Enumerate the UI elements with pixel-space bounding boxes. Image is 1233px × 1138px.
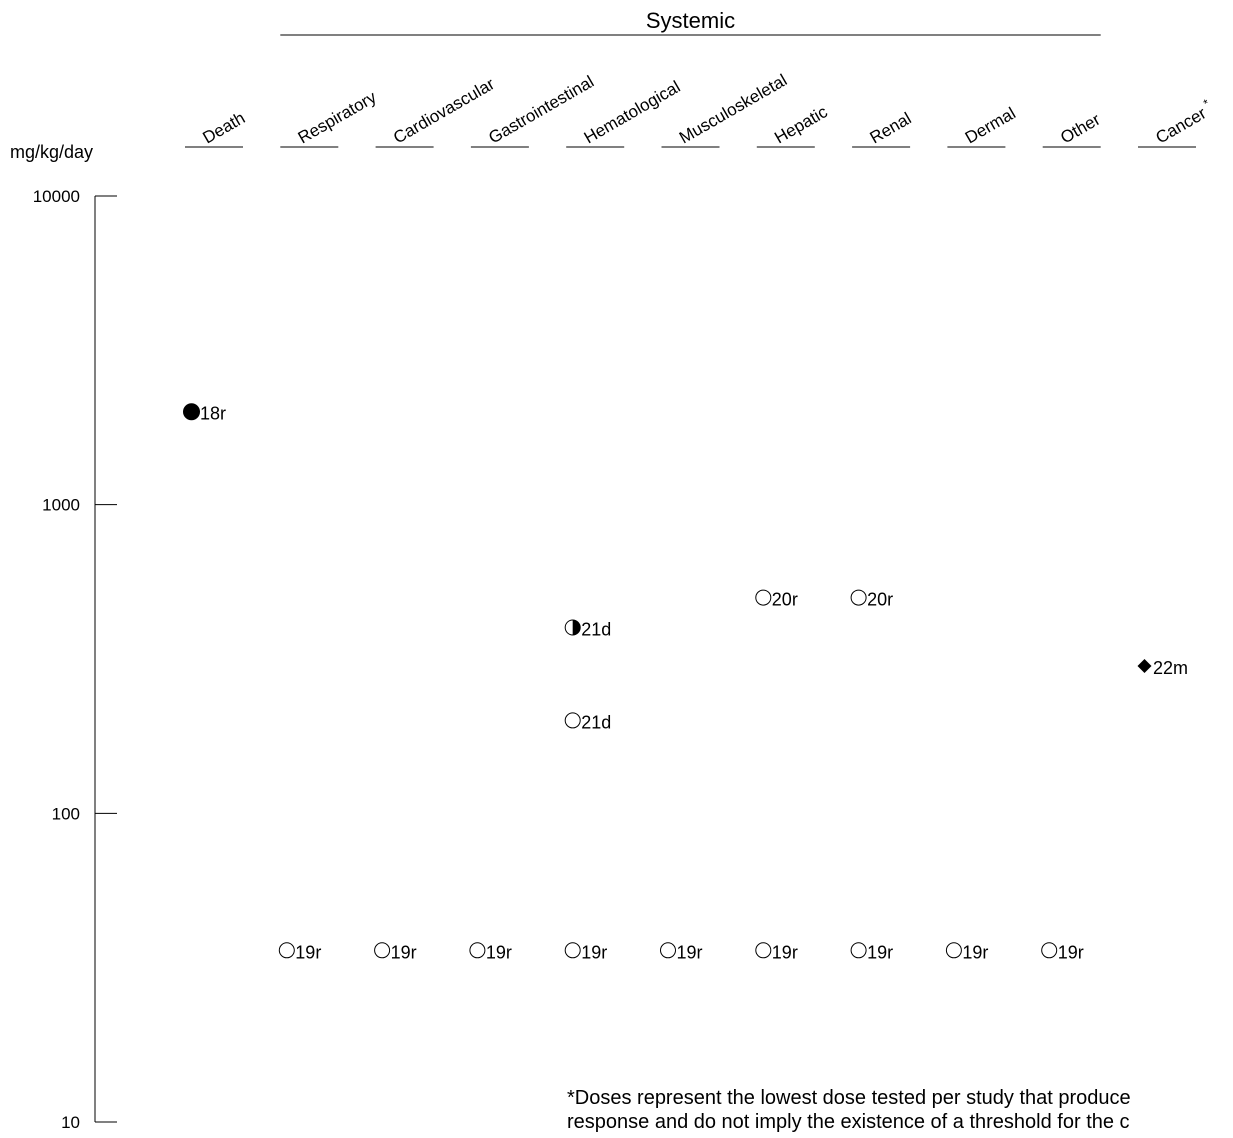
marker-open-circle <box>850 942 867 959</box>
marker-open-circle <box>660 942 676 959</box>
category-label-respiratory: Respiratory <box>295 87 380 147</box>
point-label: 19r <box>1058 942 1084 962</box>
point-label: 18r <box>200 404 226 424</box>
point-label: 21d <box>581 712 611 732</box>
point-label: 19r <box>391 942 417 962</box>
marker-open-circle <box>755 589 772 606</box>
data-point: 19r <box>469 942 512 962</box>
category-label-death: Death <box>200 108 249 147</box>
data-point: 21d <box>564 712 611 732</box>
point-label: 21d <box>581 619 611 639</box>
point-label: 22m <box>1153 658 1188 678</box>
marker-open-circle <box>564 712 581 729</box>
category-label-cardiovascular: Cardiovascular <box>390 74 498 147</box>
footnote: *Doses represent the lowest dose tested … <box>567 1087 1131 1133</box>
data-point: 19r <box>850 942 893 962</box>
point-label: 19r <box>581 942 607 962</box>
marker-open-circle <box>850 589 867 606</box>
marker-open-circle <box>945 942 962 959</box>
point-label: 19r <box>677 942 703 962</box>
category-label-gastrointestinal: Gastrointestinal <box>485 72 597 148</box>
header-group: Systemic <box>280 8 1101 36</box>
point-label: 19r <box>486 942 512 962</box>
marker-open-circle <box>564 942 581 959</box>
footnote-line: *Doses represent the lowest dose tested … <box>567 1087 1131 1109</box>
y-tick-label: 10000 <box>33 187 80 206</box>
category-label-other: Other <box>1057 110 1104 148</box>
y-axis-label: mg/kg/day <box>10 142 93 162</box>
group-label: Systemic <box>646 8 735 33</box>
y-tick-label: 10 <box>61 1113 80 1132</box>
category-label-dermal: Dermal <box>962 104 1019 148</box>
data-point: 18r <box>183 403 226 424</box>
category-headers: Death Respiratory CardiovascularGastrointe… <box>185 71 1217 148</box>
category-label-cancer: Cancer * <box>1151 96 1217 147</box>
point-label: 19r <box>867 942 893 962</box>
data-point: 19r <box>755 942 798 962</box>
data-points: 18r 19r 19r 19r 19r 19r 19r 19r 19r 19r 21d 21d 20r 2… <box>183 403 1188 962</box>
marker-open-circle <box>1041 942 1058 959</box>
marker-open-circle <box>278 942 295 959</box>
category-label-renal: Renal <box>867 109 915 148</box>
point-label: 19r <box>772 942 798 962</box>
data-point: 19r <box>564 942 607 962</box>
y-axis: mg/kg/day 10000 1000 100 10 <box>10 142 117 1132</box>
footnote-line: response and do not imply the existence … <box>567 1111 1130 1133</box>
marker-open-circle <box>374 942 391 959</box>
data-point: 19r <box>945 942 988 962</box>
point-label: 19r <box>962 942 988 962</box>
marker-half-circle <box>564 619 581 636</box>
data-point: 19r <box>374 942 417 962</box>
y-tick-label: 1000 <box>42 496 80 515</box>
category-label-hepatic: Hepatic <box>771 102 831 148</box>
data-point: 20r <box>850 589 893 610</box>
data-point: 19r <box>660 942 703 962</box>
y-tick-label: 100 <box>52 804 80 823</box>
point-label: 20r <box>867 590 893 610</box>
data-point: 21d <box>564 619 611 639</box>
point-label: 20r <box>772 590 798 610</box>
data-point: 19r <box>1041 942 1084 962</box>
marker-filled-circle <box>183 403 200 421</box>
marker-open-circle <box>469 942 486 959</box>
data-point: 22m <box>1137 658 1188 678</box>
data-point: 19r <box>278 942 321 962</box>
data-point: 20r <box>755 589 798 610</box>
marker-diamond <box>1137 659 1152 674</box>
marker-open-circle <box>755 942 772 959</box>
point-label: 19r <box>295 942 321 962</box>
